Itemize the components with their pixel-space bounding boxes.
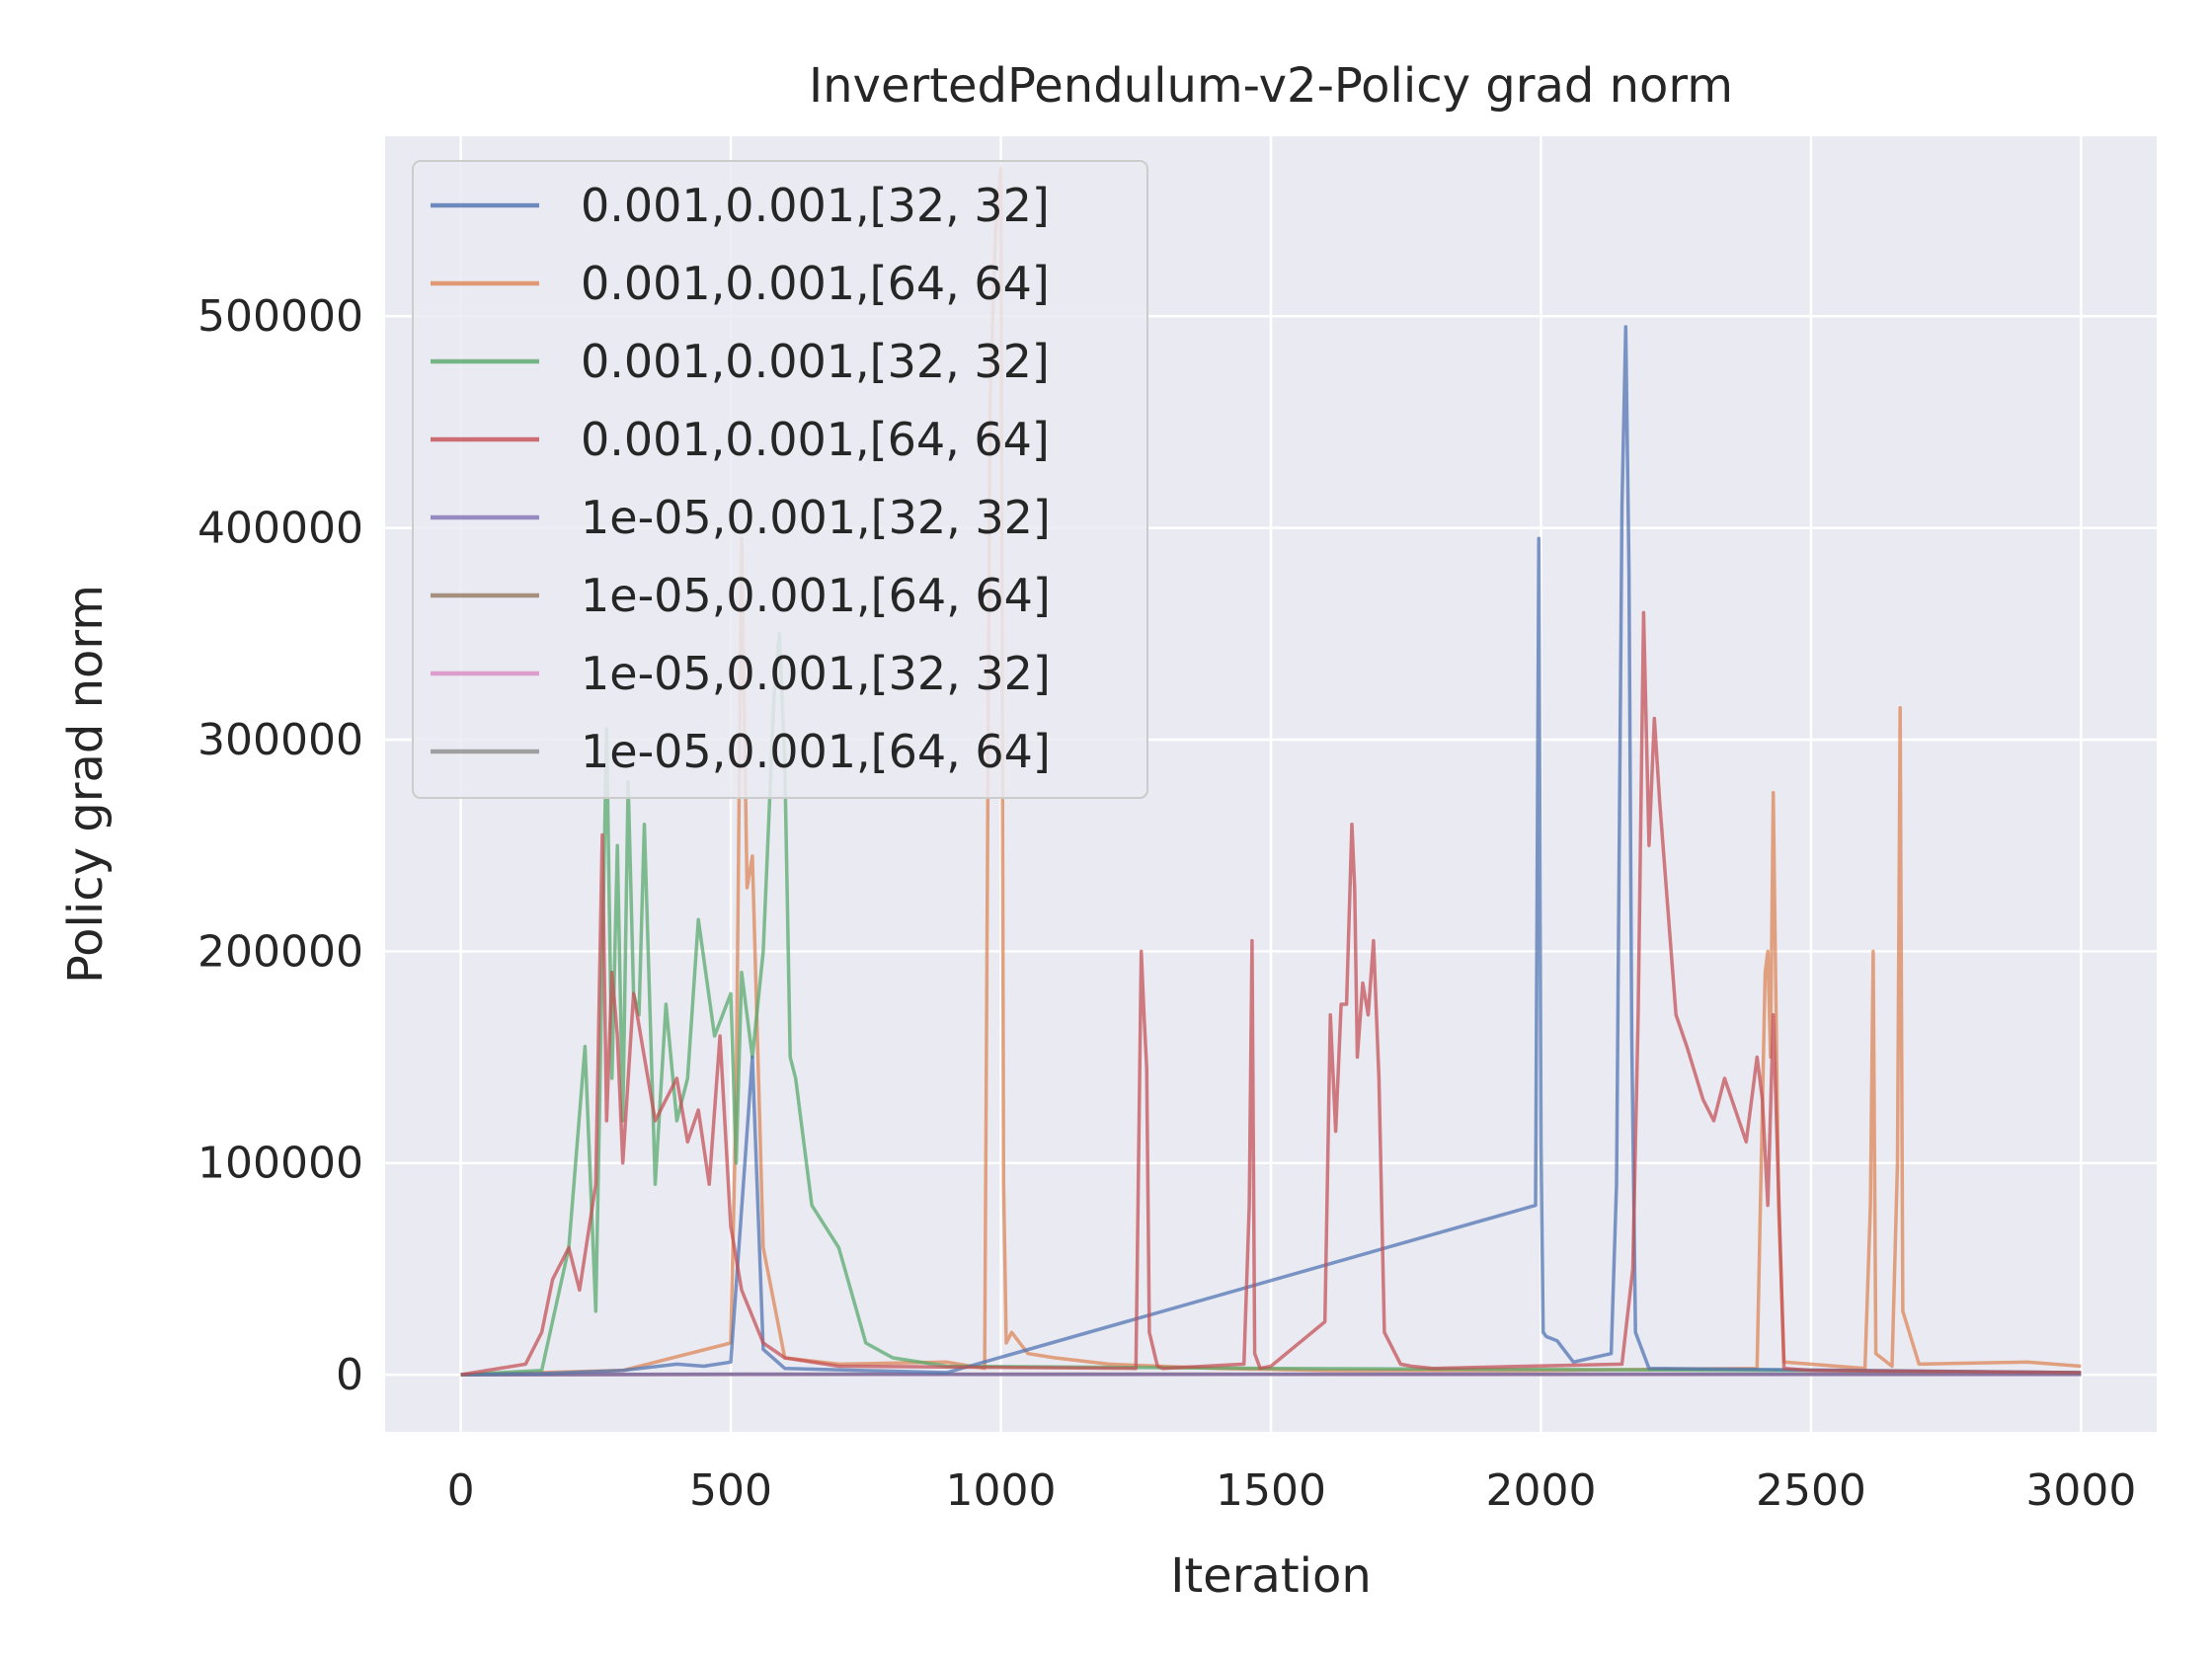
- x-tick-label: 0: [447, 1465, 475, 1516]
- x-tick-label: 3000: [2025, 1465, 2136, 1516]
- legend-entry: 0.001,0.001,[32, 32]: [581, 179, 1050, 232]
- legend-entry: 1e-05,0.001,[32, 32]: [581, 647, 1051, 700]
- legend-entry: 1e-05,0.001,[64, 64]: [581, 569, 1051, 622]
- y-tick-label: 400000: [198, 504, 363, 554]
- y-tick-label: 100000: [198, 1139, 363, 1189]
- y-axis-label: Policy grad norm: [58, 585, 114, 984]
- legend: 0.001,0.001,[32, 32] 0.001,0.001,[64, 64]…: [413, 161, 1147, 798]
- x-tick-label: 1500: [1216, 1465, 1326, 1516]
- x-tick-label: 2000: [1485, 1465, 1596, 1516]
- legend-entry: 1e-05,0.001,[32, 32]: [581, 491, 1051, 544]
- legend-entry: 0.001,0.001,[32, 32]: [581, 335, 1050, 388]
- x-tick-label: 500: [689, 1465, 772, 1516]
- y-tick-label: 300000: [198, 715, 363, 765]
- y-tick-label: 200000: [198, 926, 363, 977]
- legend-entry: 0.001,0.001,[64, 64]: [581, 413, 1050, 466]
- legend-entry: 0.001,0.001,[64, 64]: [581, 257, 1050, 310]
- x-axis-label: Iteration: [1170, 1548, 1372, 1604]
- y-tick-label: 0: [336, 1350, 363, 1400]
- x-tick-label: 1000: [946, 1465, 1057, 1516]
- series-line: [461, 1375, 2082, 1376]
- chart-title: InvertedPendulum-v2-Policy grad norm: [809, 58, 1733, 114]
- legend-entry: 1e-05,0.001,[64, 64]: [581, 725, 1051, 778]
- x-tick-label: 2500: [1756, 1465, 1866, 1516]
- y-tick-label: 500000: [198, 291, 363, 342]
